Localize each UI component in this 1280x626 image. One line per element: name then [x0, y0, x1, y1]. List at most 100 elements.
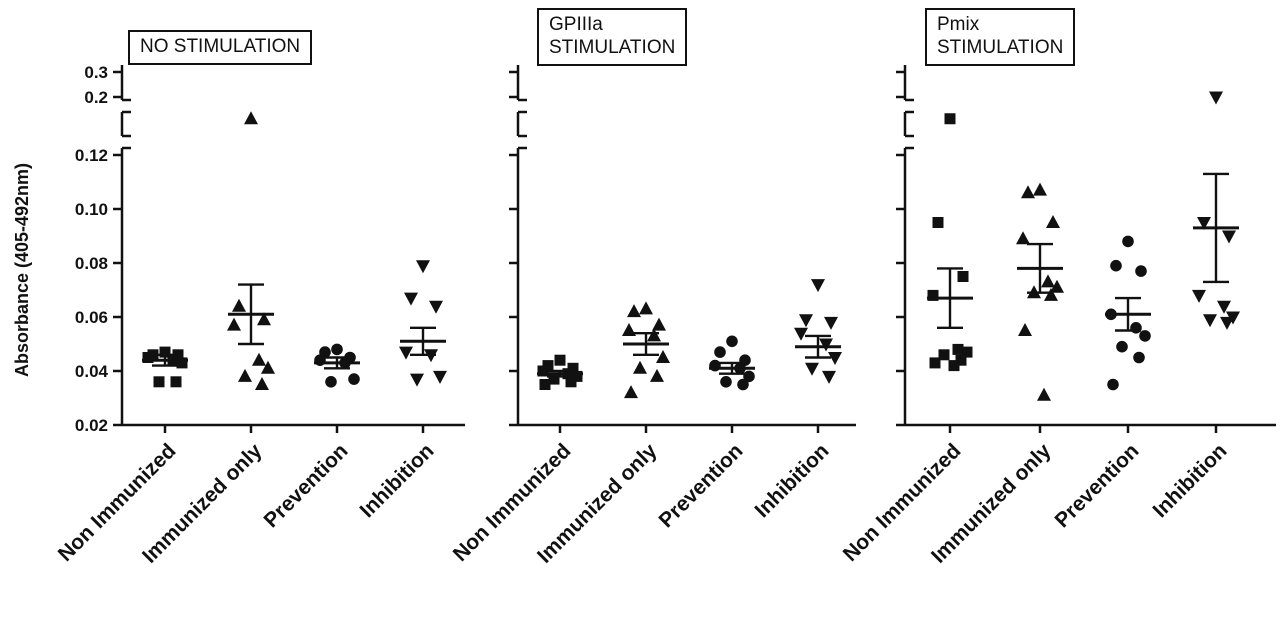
group-inhibition — [399, 260, 447, 387]
data-point — [737, 378, 749, 391]
data-point — [805, 362, 819, 376]
data-point — [726, 335, 738, 348]
data-point — [948, 360, 960, 372]
data-point — [1046, 215, 1060, 228]
data-point — [433, 370, 447, 384]
panel-0: 0.02 0.04 0.06 0.08 0.10 0.12 0.2 0.3 Non Immuni… — [54, 63, 465, 568]
data-point — [238, 368, 252, 382]
data-point — [714, 346, 726, 358]
data-point — [159, 346, 171, 358]
data-point — [562, 368, 574, 380]
data-point — [257, 312, 271, 326]
data-point — [709, 359, 721, 372]
data-point — [404, 292, 418, 306]
data-point — [1018, 323, 1032, 336]
data-point — [252, 352, 266, 366]
y-tick-label: 0.3 — [84, 63, 108, 82]
data-point — [232, 298, 246, 312]
group-non-immunized — [537, 354, 583, 390]
data-point — [1021, 185, 1035, 199]
data-point — [399, 346, 413, 360]
data-point — [1044, 287, 1058, 301]
data-point — [1110, 259, 1122, 272]
data-point — [244, 111, 258, 125]
data-point — [554, 354, 566, 366]
data-point — [539, 379, 551, 390]
y-axis — [509, 65, 527, 427]
data-point — [819, 338, 833, 352]
y-tick-label: 0.08 — [75, 254, 108, 273]
data-point — [1050, 279, 1064, 293]
group-inhibition — [794, 279, 842, 384]
data-point — [811, 279, 825, 293]
group-prevention — [709, 335, 755, 391]
data-point — [929, 357, 941, 369]
data-point — [743, 370, 755, 383]
data-point — [170, 376, 182, 388]
panel-title-pmix-stimulation: Pmix STIMULATION — [925, 8, 1076, 66]
data-point — [624, 385, 638, 399]
data-point — [1107, 378, 1119, 391]
group-non-immunized — [927, 113, 973, 372]
data-point — [627, 304, 641, 318]
panel-title-gpiiia-stimulation: GPIIIa STIMULATION — [537, 8, 688, 66]
data-point — [652, 317, 666, 331]
data-point — [1033, 182, 1047, 196]
data-point — [799, 314, 813, 328]
data-point — [1133, 351, 1145, 364]
data-point — [1222, 230, 1236, 244]
x-category-label: Prevention — [655, 439, 748, 532]
data-point — [424, 349, 438, 363]
y-tick-label: 0.02 — [75, 416, 108, 435]
data-point — [261, 360, 275, 374]
panel-title-no-stimulation: NO STIMULATION — [128, 30, 313, 65]
y-tick-label: 0.2 — [84, 88, 108, 107]
data-point — [325, 376, 337, 388]
data-point — [227, 317, 241, 331]
x-category-label: Prevention — [260, 439, 353, 532]
data-point — [1192, 289, 1206, 303]
data-point — [571, 370, 583, 382]
data-point — [416, 260, 430, 274]
data-point — [1122, 235, 1134, 248]
y-tick-label: 0.06 — [75, 308, 108, 327]
data-point — [537, 365, 549, 377]
group-immunized-only — [1016, 182, 1064, 401]
data-point — [410, 373, 424, 387]
data-point — [153, 376, 165, 388]
y-tick-label: 0.12 — [75, 146, 108, 165]
data-point — [650, 368, 664, 382]
group-non-immunized — [142, 346, 188, 388]
x-category-label: Inhibition — [1148, 439, 1231, 522]
data-point — [565, 376, 577, 388]
y-tick-label: 0.04 — [75, 362, 109, 381]
data-point — [1037, 387, 1051, 401]
data-point — [1027, 285, 1041, 299]
data-point — [932, 217, 944, 228]
data-point — [794, 327, 808, 341]
data-point — [331, 343, 343, 356]
x-category-label: Inhibition — [355, 439, 438, 522]
group-immunized-only — [622, 301, 670, 399]
y-axis-label: Absorbance (405-492nm) — [12, 162, 32, 378]
y-axis — [896, 65, 914, 427]
data-point — [952, 343, 964, 355]
data-point — [720, 376, 732, 388]
data-point — [548, 373, 560, 385]
data-point — [622, 323, 636, 336]
data-point — [255, 377, 269, 390]
data-point — [1209, 91, 1223, 105]
data-point — [1041, 274, 1055, 288]
data-point — [961, 346, 973, 358]
data-point — [167, 354, 179, 366]
data-point — [927, 289, 939, 301]
group-prevention — [314, 343, 360, 388]
data-point — [656, 350, 670, 363]
data-point — [647, 328, 661, 342]
